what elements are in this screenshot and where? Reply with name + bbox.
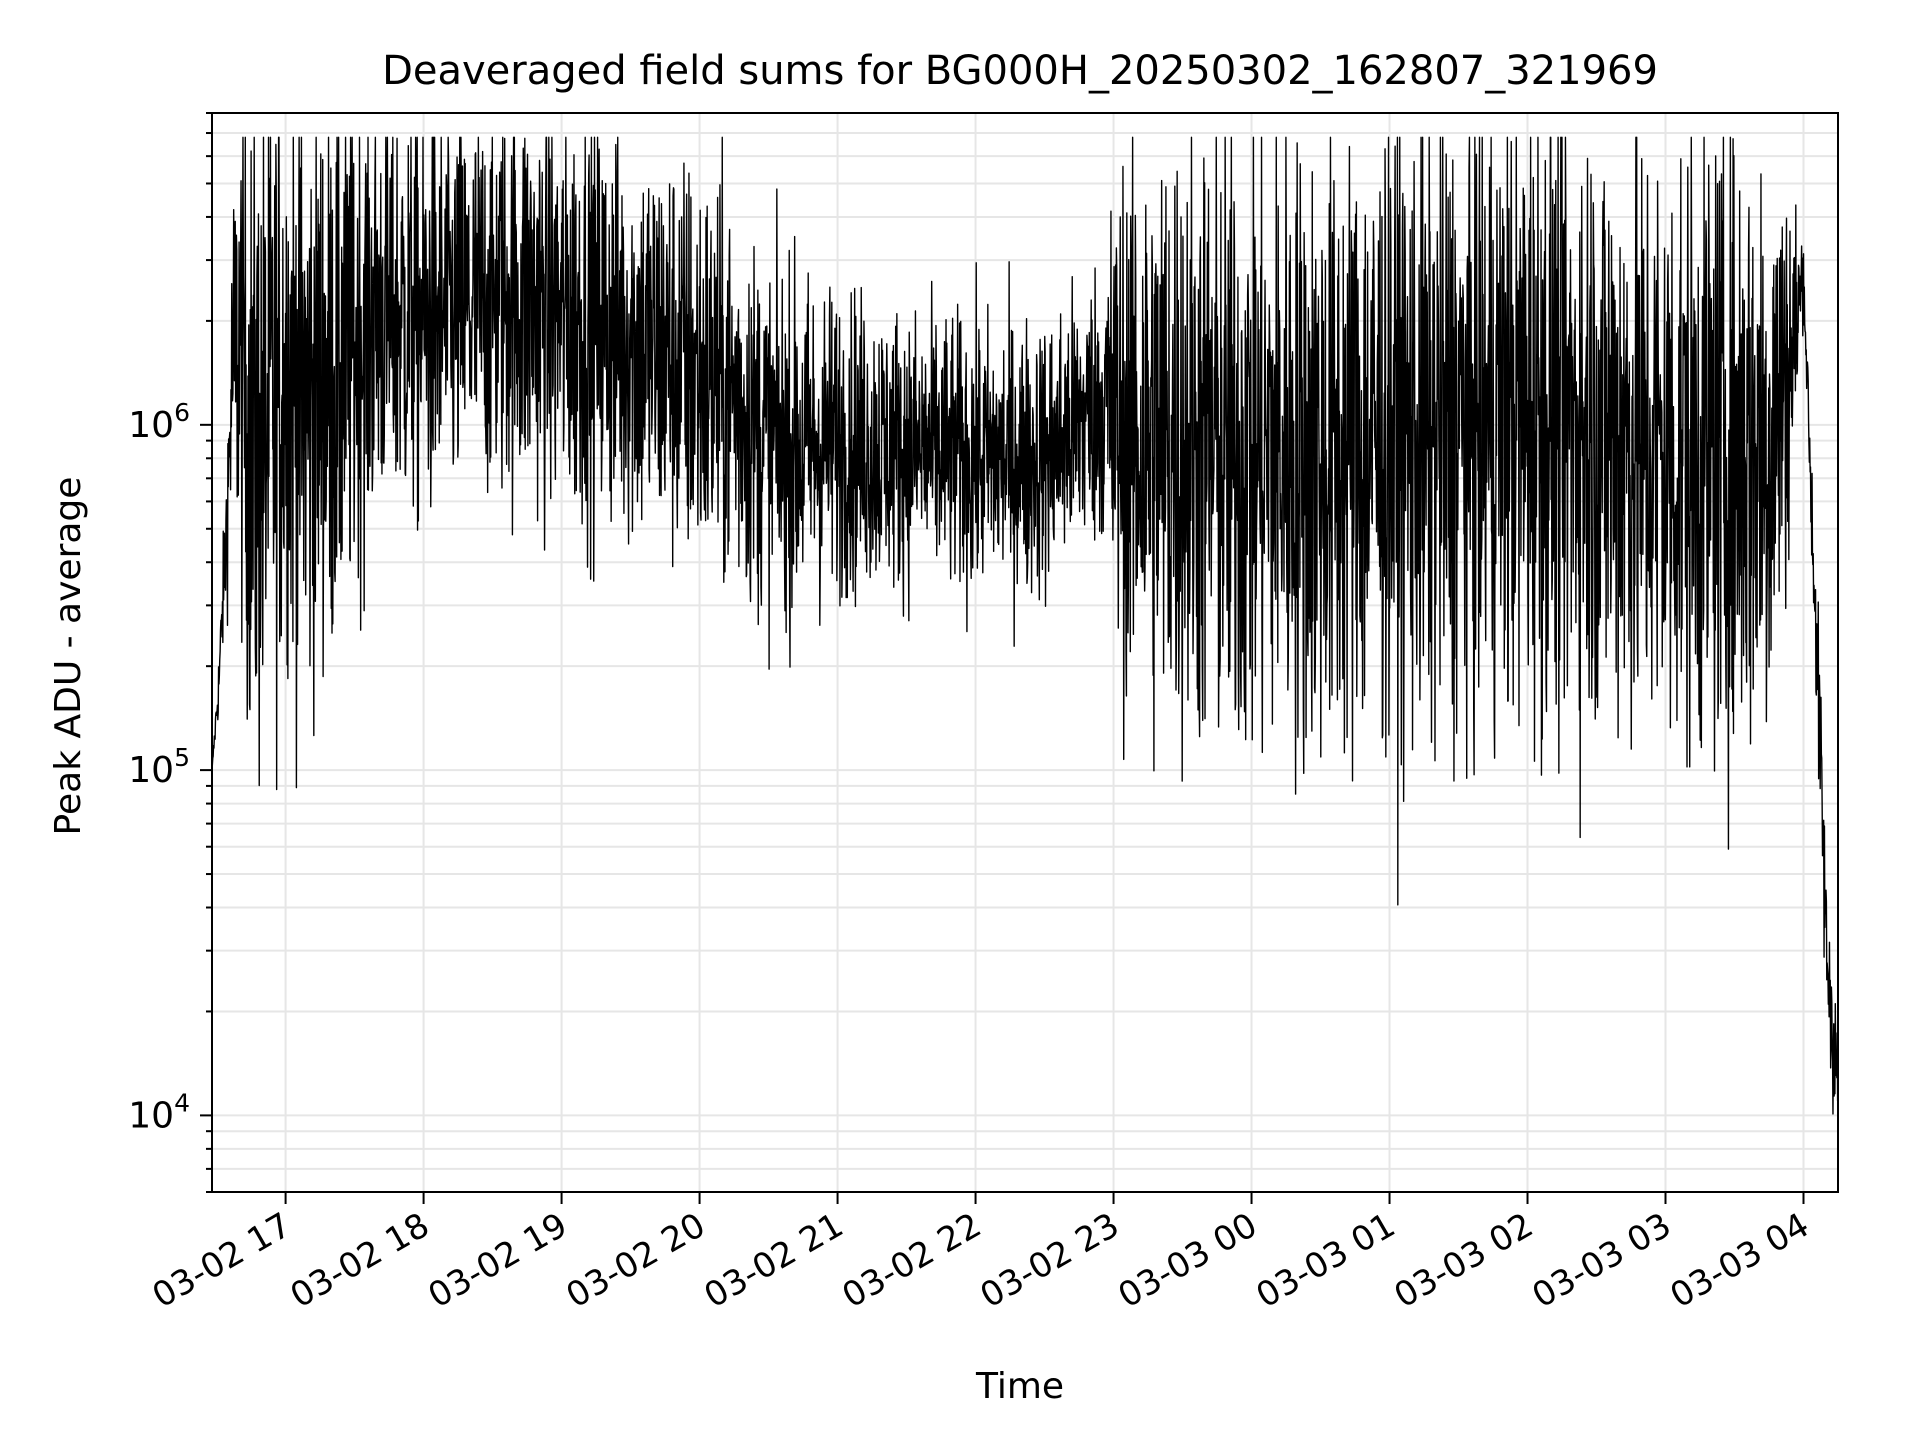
y-tick-label-exponent: 4 (174, 1088, 190, 1117)
y-tick-label-exponent: 6 (174, 398, 190, 427)
y-tick-label: 104 (128, 1088, 190, 1136)
x-axis-label: Time (975, 1366, 1064, 1407)
series (211, 136, 1839, 1115)
y-tick-label-base: 10 (128, 1095, 174, 1136)
y-tick-label-exponent: 5 (174, 743, 190, 772)
y-tick-label: 105 (128, 743, 190, 791)
series-line (211, 136, 1839, 1115)
y-tick-label-base: 10 (128, 405, 174, 446)
y-axis-label: Peak ADU - average (48, 477, 89, 836)
chart-title: Deaveraged field sums for BG000H_2025030… (382, 48, 1658, 94)
plot-frame (211, 112, 1839, 1193)
y-tick-label-base: 10 (128, 750, 174, 791)
y-tick-label: 106 (128, 398, 190, 446)
